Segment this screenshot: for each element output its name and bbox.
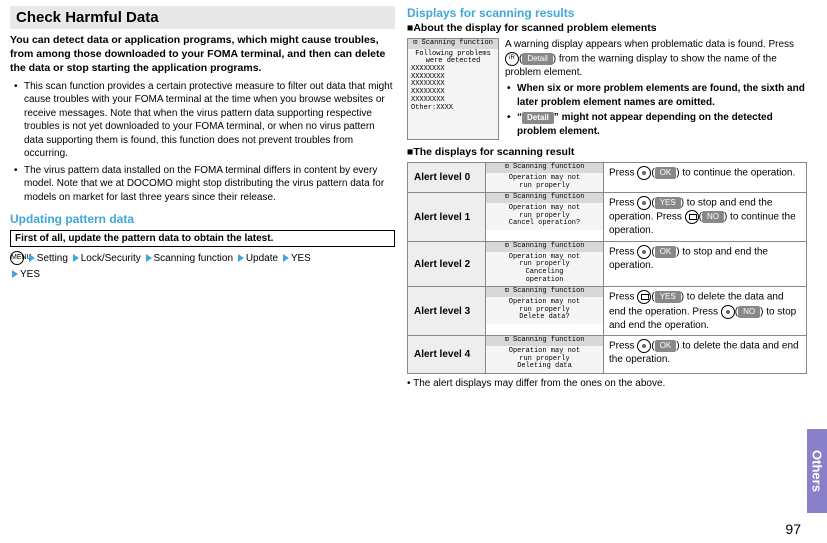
screen-title: ⊡ Scanning function bbox=[408, 39, 498, 49]
screen-body: Operation may notrun properlyCancel oper… bbox=[486, 203, 603, 230]
alert-levels-table: Alert level 0⊡ Scanning functionOperatio… bbox=[407, 162, 807, 374]
key-icon[interactable] bbox=[721, 305, 735, 319]
results-header: Displays for scanning results bbox=[407, 6, 807, 20]
key-label: NO bbox=[702, 211, 724, 223]
path-step: YES bbox=[291, 253, 311, 264]
about-bullets: When six or more problem elements are fo… bbox=[505, 82, 807, 138]
bullet-item: This scan function provides a certain pr… bbox=[24, 80, 395, 161]
update-note-box: First of all, update the pattern data to… bbox=[10, 230, 395, 247]
alert-screen-cell: ⊡ Scanning functionOperation may notrun … bbox=[486, 287, 604, 336]
chevron-right-icon bbox=[29, 254, 35, 262]
footnote: The alert displays may differ from the o… bbox=[407, 378, 807, 389]
key-icon[interactable] bbox=[637, 245, 651, 259]
menu-path: MENU Setting Lock/Security Scanning func… bbox=[10, 251, 395, 283]
screen-title: ⊡ Scanning function bbox=[486, 336, 603, 346]
screen-body: Operation may notrun properlyDeleting da… bbox=[486, 346, 603, 373]
alert-mini-screen: ⊡ Scanning functionOperation may notrun … bbox=[486, 163, 603, 192]
menu-icon[interactable]: MENU bbox=[10, 251, 24, 265]
chevron-right-icon bbox=[238, 254, 244, 262]
problem-screen: ⊡ Scanning function Following problems w… bbox=[407, 38, 499, 140]
key-icon[interactable] bbox=[637, 339, 651, 353]
right-column: Displays for scanning results ■About the… bbox=[407, 6, 807, 389]
alert-mini-screen: ⊡ Scanning functionOperation may notrun … bbox=[486, 193, 603, 230]
table-row: Alert level 3⊡ Scanning functionOperatio… bbox=[408, 287, 807, 336]
table-row: Alert level 1⊡ Scanning functionOperatio… bbox=[408, 193, 807, 242]
key-label: OK bbox=[655, 340, 677, 352]
table-row: Alert level 0⊡ Scanning functionOperatio… bbox=[408, 163, 807, 193]
side-tab: Others bbox=[807, 429, 827, 513]
screen-title: ⊡ Scanning function bbox=[486, 193, 603, 203]
intro-bullets: This scan function provides a certain pr… bbox=[10, 80, 395, 205]
alert-action-cell: Press (OK) to continue the operation. bbox=[604, 163, 807, 193]
screen-title: ⊡ Scanning function bbox=[486, 242, 603, 252]
alert-mini-screen: ⊡ Scanning functionOperation may notrun … bbox=[486, 336, 603, 373]
alert-screen-cell: ⊡ Scanning functionOperation may notrun … bbox=[486, 336, 604, 374]
path-step: Lock/Security bbox=[81, 253, 141, 264]
key-label: YES bbox=[655, 197, 681, 209]
alert-screen-cell: ⊡ Scanning functionOperation may notrun … bbox=[486, 163, 604, 193]
path-step: Scanning function bbox=[154, 253, 234, 264]
chevron-right-icon bbox=[146, 254, 152, 262]
bullet-item: The virus pattern data installed on the … bbox=[24, 164, 395, 205]
key-icon[interactable] bbox=[637, 166, 651, 180]
table-row: Alert level 4⊡ Scanning functionOperatio… bbox=[408, 336, 807, 374]
key-label: OK bbox=[655, 167, 677, 179]
alert-level-name: Alert level 1 bbox=[408, 193, 486, 242]
alert-level-name: Alert level 3 bbox=[408, 287, 486, 336]
left-column: Check Harmful Data You can detect data o… bbox=[10, 6, 395, 389]
about-text: A warning display appears when problemat… bbox=[505, 38, 807, 140]
side-tab-label: Others bbox=[810, 450, 825, 492]
screen-body: Following problems were detected XXXXXXX… bbox=[408, 49, 498, 115]
alert-level-name: Alert level 2 bbox=[408, 241, 486, 286]
key-icon[interactable] bbox=[637, 290, 651, 304]
path-step: YES bbox=[20, 269, 40, 280]
chevron-right-icon bbox=[12, 270, 18, 278]
path-step: Update bbox=[246, 253, 278, 264]
key-label: NO bbox=[738, 306, 760, 318]
chevron-right-icon bbox=[73, 254, 79, 262]
page: Check Harmful Data You can detect data o… bbox=[0, 0, 827, 389]
alert-screen-cell: ⊡ Scanning functionOperation may notrun … bbox=[486, 241, 604, 286]
about-row: ⊡ Scanning function Following problems w… bbox=[407, 38, 807, 140]
chevron-right-icon bbox=[283, 254, 289, 262]
alert-screen-cell: ⊡ Scanning functionOperation may notrun … bbox=[486, 193, 604, 242]
updating-header: Updating pattern data bbox=[10, 212, 395, 226]
screen-title: ⊡ Scanning function bbox=[486, 163, 603, 173]
alert-action-cell: Press (OK) to delete the data and end th… bbox=[604, 336, 807, 374]
screen-body: Operation may notrun properlyDelete data… bbox=[486, 297, 603, 324]
ir-button-icon[interactable]: iR bbox=[505, 52, 519, 66]
bullet-item: When six or more problem elements are fo… bbox=[517, 82, 807, 109]
screen-title: ⊡ Scanning function bbox=[486, 287, 603, 297]
page-number: 97 bbox=[785, 521, 801, 537]
table-row: Alert level 2⊡ Scanning functionOperatio… bbox=[408, 241, 807, 286]
screen-body: Operation may notrun properlyCancelingop… bbox=[486, 252, 603, 287]
alert-action-cell: Press (YES) to delete the data and end t… bbox=[604, 287, 807, 336]
alert-level-name: Alert level 0 bbox=[408, 163, 486, 193]
results-list-header: ■The displays for scanning result bbox=[407, 146, 807, 158]
about-header: ■About the display for scanned problem e… bbox=[407, 22, 807, 34]
key-label: YES bbox=[655, 291, 681, 303]
alert-action-cell: Press (OK) to stop and end the operation… bbox=[604, 241, 807, 286]
bullet-item: “Detail” might not appear depending on t… bbox=[517, 111, 807, 138]
section-header: Check Harmful Data bbox=[10, 6, 395, 29]
screen-body: Operation may notrun properly bbox=[486, 173, 603, 192]
detail-pill[interactable]: Detail bbox=[522, 53, 552, 65]
key-icon[interactable] bbox=[637, 196, 651, 210]
key-icon[interactable] bbox=[685, 210, 699, 224]
alert-mini-screen: ⊡ Scanning functionOperation may notrun … bbox=[486, 287, 603, 324]
alert-level-name: Alert level 4 bbox=[408, 336, 486, 374]
alert-action-cell: Press (YES) to stop and end the operatio… bbox=[604, 193, 807, 242]
key-label: OK bbox=[655, 246, 677, 258]
intro-text: You can detect data or application progr… bbox=[10, 33, 395, 76]
alert-mini-screen: ⊡ Scanning functionOperation may notrun … bbox=[486, 242, 603, 286]
path-step: Setting bbox=[37, 253, 68, 264]
